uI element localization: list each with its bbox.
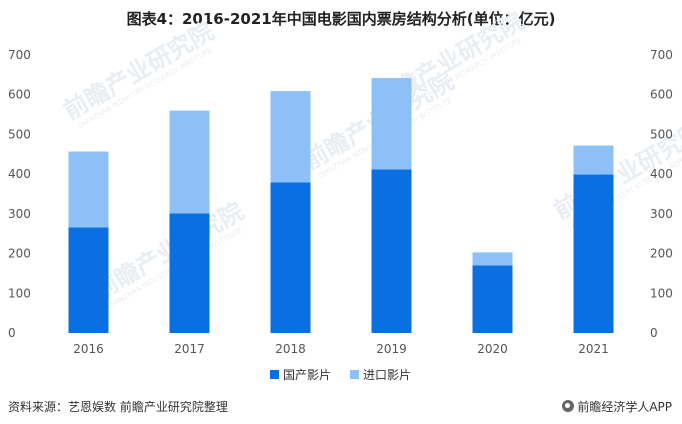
bar-imported-2020 bbox=[472, 252, 513, 266]
brand-name: 前瞻经济学人APP bbox=[577, 400, 672, 414]
x-tick-label: 2020 bbox=[477, 342, 508, 356]
x-tick-label: 2019 bbox=[376, 342, 407, 356]
watermark-text: 前瞻产业研究院 bbox=[59, 17, 218, 125]
x-tick-label: 2018 bbox=[275, 342, 306, 356]
y-tick-label-right: 600 bbox=[650, 88, 673, 102]
y-tick-label-right: 400 bbox=[650, 167, 673, 181]
bar-imported-2016 bbox=[68, 151, 109, 228]
x-tick-label: 2017 bbox=[174, 342, 205, 356]
bar-domestic-2021 bbox=[573, 174, 614, 333]
y-tick-label-right: 0 bbox=[650, 326, 658, 340]
y-tick-label-right: 300 bbox=[650, 207, 673, 221]
y-tick-label-left: 600 bbox=[8, 88, 31, 102]
bar-imported-2018 bbox=[270, 91, 311, 183]
brand-credit: 前瞻经济学人APP bbox=[562, 398, 672, 415]
y-axis-left: 0 100 200 300 400 500 600 700 bbox=[8, 48, 31, 340]
x-tick-label: 2021 bbox=[578, 342, 609, 356]
y-tick-label-right: 200 bbox=[650, 247, 673, 261]
y-tick-label-left: 200 bbox=[8, 247, 31, 261]
y-tick-label-right: 500 bbox=[650, 127, 673, 141]
y-tick-label-left: 100 bbox=[8, 286, 31, 300]
bar-imported-2017 bbox=[169, 110, 210, 214]
legend-label: 国产影片 bbox=[283, 368, 331, 382]
bar-imported-2021 bbox=[573, 145, 614, 175]
bar-domestic-2020 bbox=[472, 265, 513, 333]
y-tick-label-left: 700 bbox=[8, 48, 31, 62]
legend-swatch bbox=[270, 370, 279, 379]
y-tick-label-left: 0 bbox=[8, 326, 16, 340]
legend-swatch bbox=[350, 370, 359, 379]
chart-title: 图表4：2016-2021年中国电影国内票房结构分析(单位：亿元) bbox=[126, 10, 556, 28]
y-tick-label-left: 400 bbox=[8, 167, 31, 181]
bar-domestic-2016 bbox=[68, 227, 109, 333]
y-tick-label-right: 100 bbox=[650, 286, 673, 300]
legend-label: 进口影片 bbox=[363, 368, 411, 382]
bar-layer bbox=[68, 78, 614, 333]
watermark-text: 前瞻产业研究院 bbox=[89, 197, 248, 305]
x-tick-label: 2016 bbox=[73, 342, 104, 356]
y-axis-right: 0 100 200 300 400 500 600 700 bbox=[650, 48, 673, 340]
x-axis: 2016 2017 2018 2019 2020 2021 bbox=[73, 342, 609, 356]
y-tick-label-left: 300 bbox=[8, 207, 31, 221]
source-note: 资料来源：艺恩娱数 前瞻产业研究院整理 bbox=[8, 400, 228, 414]
bar-domestic-2018 bbox=[270, 182, 311, 333]
bar-domestic-2017 bbox=[169, 213, 210, 333]
brand-logo-icon bbox=[562, 400, 575, 412]
bar-domestic-2019 bbox=[371, 169, 412, 333]
y-tick-label-left: 500 bbox=[8, 127, 31, 141]
bar-imported-2019 bbox=[371, 78, 412, 170]
legend: 国产影片 进口影片 bbox=[270, 368, 411, 382]
y-tick-label-right: 700 bbox=[650, 48, 673, 62]
